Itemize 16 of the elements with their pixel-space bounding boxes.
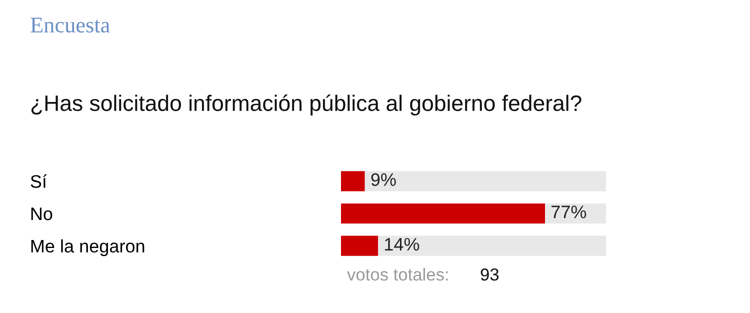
bar — [545, 203, 606, 224]
text: Encuesta — [30, 18, 110, 33]
data-label: 9% — [371, 173, 396, 186]
bar — [364, 171, 606, 192]
bar — [378, 236, 606, 256]
bar — [341, 203, 546, 224]
data-label: 77% — [552, 206, 586, 218]
y-tick-label: Sí — [30, 174, 47, 188]
text: votos totales: — [347, 268, 448, 281]
bar — [341, 236, 378, 256]
text: 93 — [480, 268, 499, 281]
y-tick-label: No — [31, 208, 52, 220]
bar — [341, 171, 365, 192]
data-label: 14% — [385, 238, 420, 251]
chart-subtitle: ¿Has solicitado información pública al gobierno federal? — [31, 94, 582, 116]
y-tick-label: Me la negaron — [31, 239, 144, 256]
